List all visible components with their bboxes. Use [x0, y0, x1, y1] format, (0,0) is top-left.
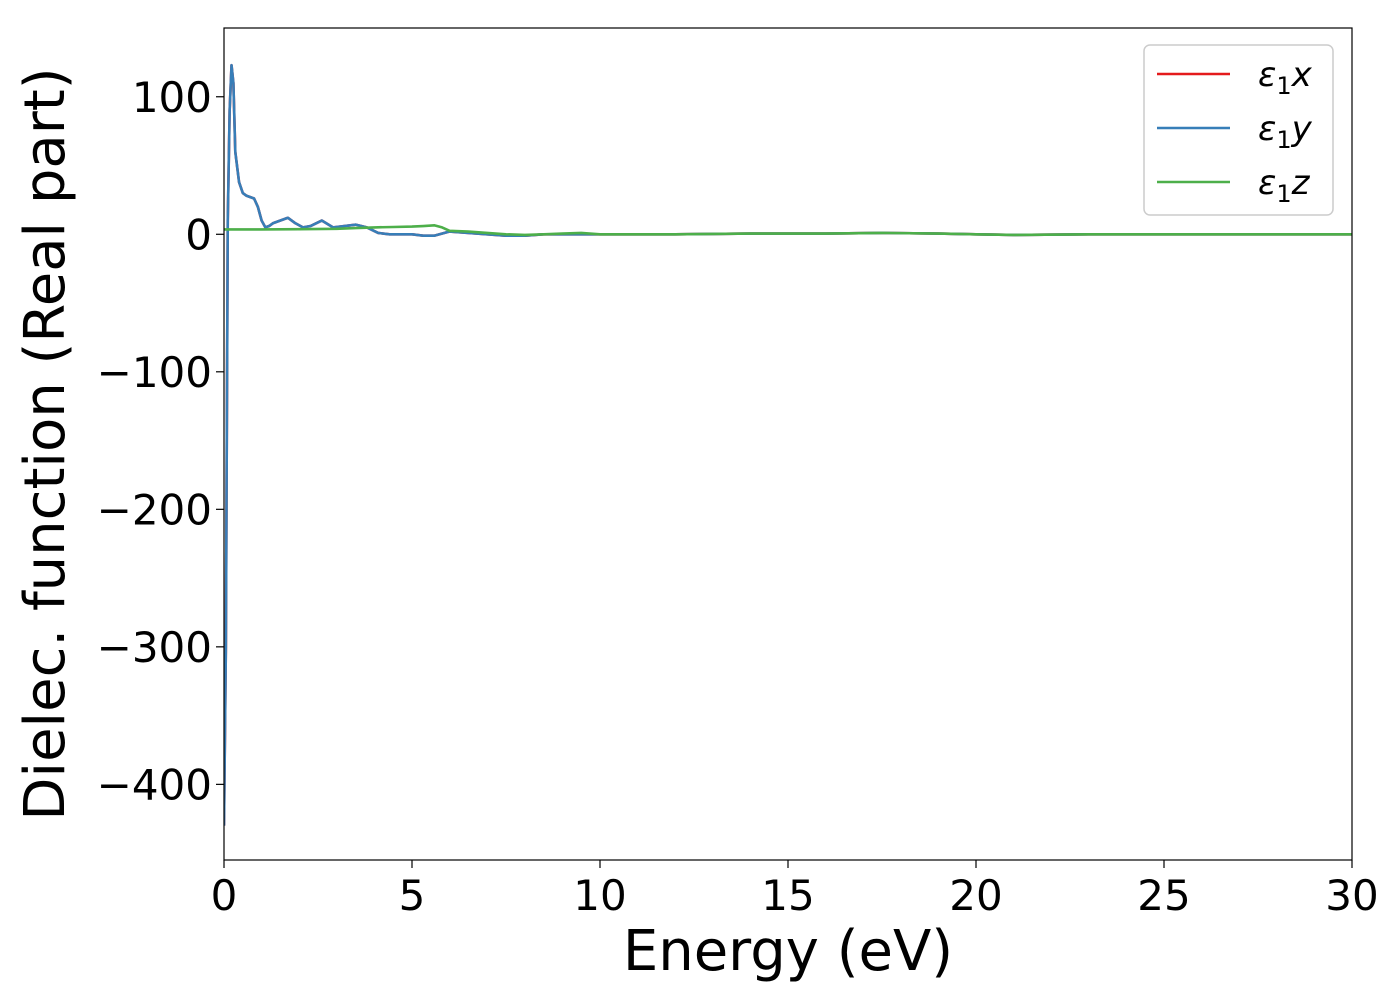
legend-label-variable: z — [1291, 163, 1311, 203]
legend-label-base: ε — [1258, 109, 1276, 149]
legend-label-x: ε1x — [1258, 55, 1313, 100]
x-tick-label: 20 — [949, 871, 1002, 920]
y-axis-title: Dielec. function (Real part) — [13, 67, 78, 820]
legend-label-variable: y — [1291, 109, 1313, 149]
legend-label-base: ε — [1258, 163, 1276, 203]
y-tick-label: 100 — [132, 73, 212, 122]
series-line-z — [224, 224, 1352, 237]
legend-label-subscript: 1 — [1276, 126, 1291, 154]
legend-label-subscript: 1 — [1276, 72, 1291, 100]
series-layer — [224, 63, 1352, 826]
y-tick-label: −300 — [97, 623, 212, 672]
x-tick-label: 15 — [761, 871, 814, 920]
legend-label-subscript: 1 — [1276, 180, 1291, 208]
legend-box — [1143, 44, 1334, 216]
x-tick-label: 5 — [399, 871, 426, 920]
legend-label-variable: x — [1291, 55, 1313, 95]
x-tick-label: 0 — [211, 871, 238, 920]
x-axis-title: Energy (eV) — [623, 919, 953, 984]
y-tick-label: 0 — [185, 210, 212, 259]
y-axis: −400 −300 −200 −100 0 100 — [97, 73, 224, 809]
legend-label-y: ε1y — [1258, 109, 1313, 154]
x-axis: 0 5 10 15 20 25 30 — [211, 860, 1379, 920]
x-tick-label: 30 — [1325, 871, 1378, 920]
x-tick-label: 25 — [1137, 871, 1190, 920]
legend-label-base: ε — [1258, 55, 1276, 95]
x-tick-label: 10 — [573, 871, 626, 920]
y-tick-label: −200 — [97, 485, 212, 534]
legend-label-z: ε1z — [1258, 163, 1311, 208]
y-tick-label: −400 — [97, 760, 212, 809]
y-tick-label: −100 — [97, 348, 212, 397]
